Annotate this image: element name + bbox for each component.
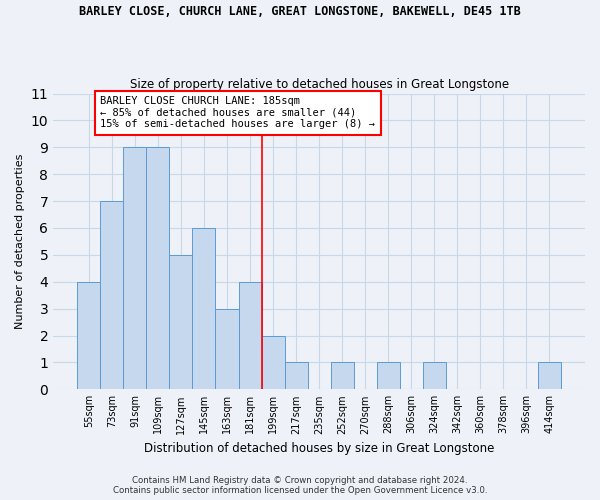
Text: Contains HM Land Registry data © Crown copyright and database right 2024.
Contai: Contains HM Land Registry data © Crown c… — [113, 476, 487, 495]
Bar — [193, 228, 215, 390]
Bar — [124, 148, 146, 390]
Text: BARLEY CLOSE, CHURCH LANE, GREAT LONGSTONE, BAKEWELL, DE45 1TB: BARLEY CLOSE, CHURCH LANE, GREAT LONGSTO… — [79, 5, 521, 18]
Bar — [77, 282, 100, 390]
Bar — [239, 282, 262, 390]
Title: Size of property relative to detached houses in Great Longstone: Size of property relative to detached ho… — [130, 78, 509, 91]
Bar — [215, 308, 239, 390]
Bar — [377, 362, 400, 390]
Bar — [262, 336, 284, 390]
X-axis label: Distribution of detached houses by size in Great Longstone: Distribution of detached houses by size … — [144, 442, 494, 455]
Y-axis label: Number of detached properties: Number of detached properties — [15, 154, 25, 329]
Bar — [284, 362, 308, 390]
Bar — [169, 255, 193, 390]
Bar — [100, 201, 124, 390]
Bar — [422, 362, 446, 390]
Bar — [331, 362, 353, 390]
Bar — [538, 362, 561, 390]
Text: BARLEY CLOSE CHURCH LANE: 185sqm
← 85% of detached houses are smaller (44)
15% o: BARLEY CLOSE CHURCH LANE: 185sqm ← 85% o… — [100, 96, 376, 130]
Bar — [146, 148, 169, 390]
